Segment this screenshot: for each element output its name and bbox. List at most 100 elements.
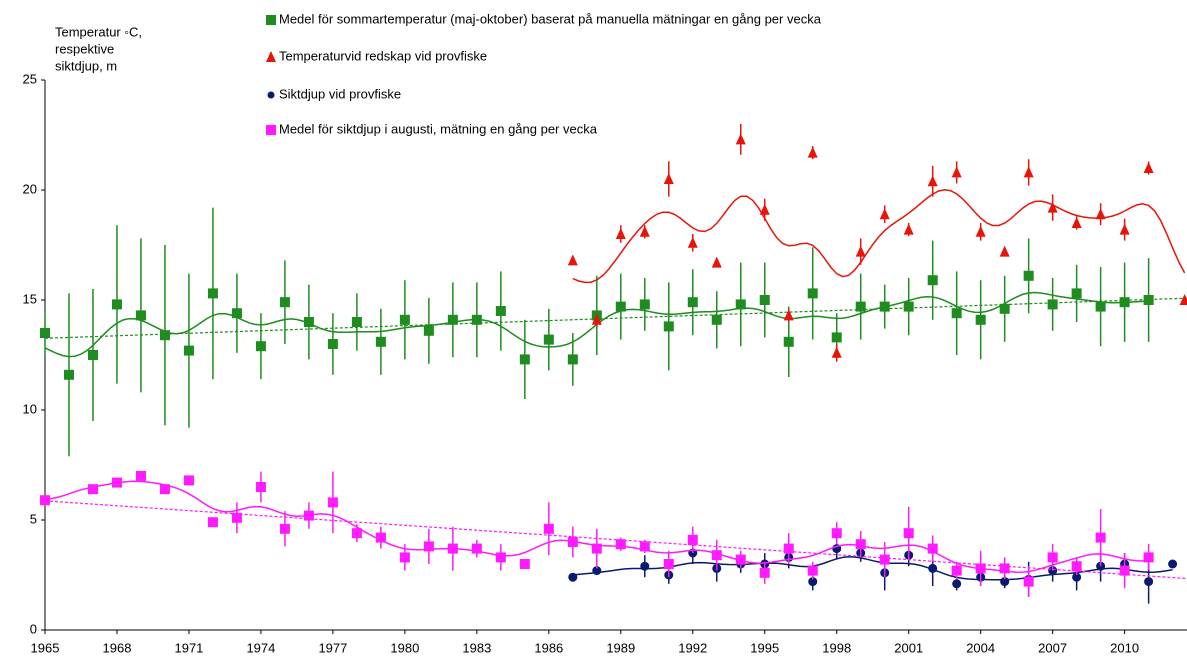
marker <box>568 572 578 582</box>
y-axis-label: respektive <box>55 41 114 56</box>
marker <box>927 543 938 554</box>
marker <box>471 314 482 325</box>
marker <box>1023 166 1034 178</box>
marker <box>1143 295 1154 305</box>
y-tick-label: 0 <box>30 621 37 636</box>
marker <box>711 256 722 268</box>
marker <box>1143 162 1154 173</box>
x-tick-label: 1995 <box>750 640 779 655</box>
marker <box>567 537 578 547</box>
marker <box>183 345 194 356</box>
marker <box>711 314 722 325</box>
x-tick-label: 1992 <box>678 640 707 655</box>
y-axis-label: Temperatur ◦C, <box>55 24 142 39</box>
y-tick-label: 10 <box>23 401 37 416</box>
marker <box>1047 201 1058 213</box>
marker <box>831 346 842 358</box>
marker <box>879 208 890 220</box>
marker <box>279 523 290 534</box>
marker <box>927 175 938 187</box>
marker <box>1179 294 1187 305</box>
marker <box>640 561 650 571</box>
marker <box>1023 270 1034 281</box>
marker <box>231 308 242 319</box>
marker <box>1095 532 1106 543</box>
marker <box>615 539 626 550</box>
marker <box>279 297 290 308</box>
marker <box>1071 561 1082 572</box>
marker <box>207 517 218 528</box>
marker <box>375 532 386 543</box>
marker <box>183 475 194 486</box>
marker <box>303 510 314 521</box>
marker <box>975 314 986 325</box>
x-tick-label: 2001 <box>894 640 923 655</box>
marker <box>1023 576 1034 587</box>
marker <box>423 325 434 336</box>
marker <box>1144 577 1154 587</box>
y-tick-label: 20 <box>23 181 37 196</box>
marker <box>399 314 410 325</box>
marker <box>375 336 386 347</box>
marker <box>855 301 866 312</box>
marker <box>1095 301 1106 312</box>
marker <box>903 223 914 235</box>
x-tick-label: 2010 <box>1110 640 1139 655</box>
marker <box>471 543 482 554</box>
x-tick-label: 2007 <box>1038 640 1067 655</box>
marker <box>423 541 434 552</box>
marker <box>808 577 818 587</box>
legend-label: Siktdjup vid provfiske <box>279 86 401 101</box>
marker <box>447 314 458 325</box>
marker <box>87 484 98 495</box>
marker <box>567 354 578 365</box>
marker <box>567 254 578 266</box>
x-tick-label: 1971 <box>174 640 203 655</box>
marker <box>40 328 50 338</box>
marker <box>687 534 698 545</box>
legend-label: Temperaturvid redskap vid provfiske <box>279 48 487 63</box>
marker <box>615 301 626 312</box>
marker <box>135 471 146 481</box>
marker <box>759 295 770 305</box>
x-tick-label: 2004 <box>966 640 995 655</box>
legend-marker <box>266 51 276 62</box>
marker <box>639 299 650 310</box>
marker <box>975 225 986 237</box>
marker <box>951 565 962 576</box>
x-tick-label: 1965 <box>31 640 60 655</box>
marker <box>1047 299 1058 310</box>
x-tick-label: 1983 <box>462 640 491 655</box>
marker <box>1119 223 1130 235</box>
legend-label: Medel för sommartemperatur (maj-oktober)… <box>279 11 822 26</box>
marker <box>807 146 818 158</box>
marker <box>135 310 146 321</box>
marker <box>255 341 266 352</box>
marker <box>879 554 890 565</box>
marker <box>159 330 170 341</box>
marker <box>207 288 218 299</box>
marker <box>327 497 338 508</box>
smooth-line <box>572 189 1186 284</box>
marker <box>399 552 410 563</box>
marker <box>807 288 818 299</box>
marker <box>159 484 170 495</box>
marker <box>111 477 122 488</box>
y-axis-label: siktdjup, m <box>55 58 117 73</box>
marker <box>831 332 842 343</box>
marker <box>303 317 314 327</box>
legend-marker <box>266 15 276 25</box>
marker <box>903 528 914 539</box>
marker <box>952 579 962 589</box>
x-tick-label: 1974 <box>246 640 275 655</box>
marker <box>735 133 746 145</box>
marker <box>519 559 530 569</box>
marker <box>735 299 746 310</box>
x-tick-label: 1977 <box>318 640 347 655</box>
marker <box>783 543 794 554</box>
y-tick-label: 25 <box>23 71 37 86</box>
smooth-line <box>572 555 1173 581</box>
marker <box>495 552 506 563</box>
marker <box>999 563 1010 574</box>
marker <box>327 339 338 349</box>
